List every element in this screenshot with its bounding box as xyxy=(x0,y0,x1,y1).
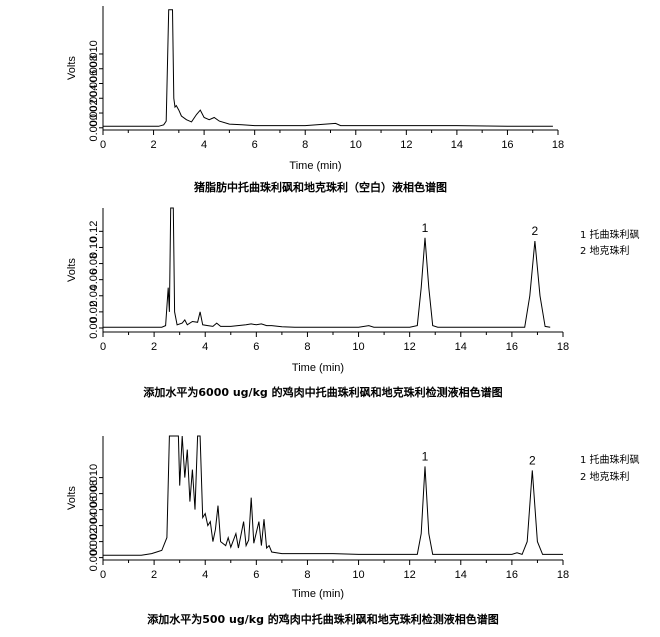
chromatogram-panel-2: 0 2 4 6 8 10 12 14 16 180.000.020.040.060.080.100… xyxy=(66,207,640,399)
x-tick-label: 10 xyxy=(352,569,364,581)
legend-entry: 1 托曲珠利砜 xyxy=(580,228,640,241)
y-tick-label: 0.010 xyxy=(88,464,100,492)
peak-label: 1 xyxy=(422,221,429,235)
chart-caption: 添加水平为6000 ug/kg 的鸡肉中托曲珠利砜和地克珠利检测液相色谱图 xyxy=(143,385,502,399)
x-tick-label: 12 xyxy=(400,139,412,151)
y-tick-label: 0.000 xyxy=(88,544,100,572)
peak-label: 2 xyxy=(529,453,536,467)
y-axis-label: Volts xyxy=(66,486,78,510)
y-tick-label: 0.08 xyxy=(88,253,100,274)
y-tick-label: 0.008 xyxy=(88,55,100,83)
y-tick-label: 0.004 xyxy=(88,512,100,540)
legend-entry: 2 地克珠利 xyxy=(580,244,630,257)
y-tick-label: 0.006 xyxy=(88,496,100,524)
y-tick-label: 0.002 xyxy=(88,528,100,556)
x-tick-label: 12 xyxy=(404,569,416,581)
y-tick-label: 0.002 xyxy=(88,99,100,127)
x-tick-label: 12 xyxy=(404,341,416,353)
y-tick-label: 0.12 xyxy=(88,221,100,242)
x-tick-label: 8 xyxy=(304,569,310,581)
chart-caption: 添加水平为500 ug/kg 的鸡肉中托曲珠利砜和地克珠利检测液相色谱图 xyxy=(147,612,499,626)
x-tick-label: 8 xyxy=(302,139,308,151)
chart-caption: 猪脂肪中托曲珠利砜和地克珠利（空白）液相色谱图 xyxy=(193,180,447,194)
x-tick-label: 6 xyxy=(253,341,259,353)
legend-entry: 2 地克珠利 xyxy=(580,470,630,483)
x-tick-label: 14 xyxy=(451,139,463,151)
x-tick-label: 4 xyxy=(202,569,208,581)
x-tick-label: 14 xyxy=(455,341,467,353)
y-tick-label: 0.008 xyxy=(88,480,100,508)
legend-entry: 1 托曲珠利砜 xyxy=(580,453,640,466)
y-tick-label: 0.00 xyxy=(88,317,100,338)
x-tick-label: 16 xyxy=(501,139,513,151)
y-tick-label: 0.06 xyxy=(88,269,100,290)
y-tick-label: 0.004 xyxy=(88,84,100,112)
x-tick-label: 10 xyxy=(352,341,364,353)
x-tick-label: 0 xyxy=(100,139,106,151)
x-axis-label: Time (min) xyxy=(292,362,344,374)
x-tick-label: 2 xyxy=(151,341,157,353)
x-tick-label: 4 xyxy=(201,139,207,151)
x-tick-label: 10 xyxy=(350,139,362,151)
chromatogram-trace xyxy=(103,9,553,127)
y-tick-label: 0.010 xyxy=(88,40,100,68)
chromatogram-trace xyxy=(103,207,551,328)
x-tick-label: 0 xyxy=(100,341,106,353)
x-tick-label: 2 xyxy=(150,139,156,151)
x-tick-label: 8 xyxy=(304,341,310,353)
y-axis-label: Volts xyxy=(66,56,78,80)
y-tick-label: 0.04 xyxy=(88,285,100,306)
x-tick-label: 6 xyxy=(252,139,258,151)
x-tick-label: 4 xyxy=(202,341,208,353)
y-tick-label: 0.006 xyxy=(88,70,100,98)
x-axis-label: Time (min) xyxy=(292,588,344,600)
chromatogram-trace xyxy=(103,435,563,556)
x-tick-label: 0 xyxy=(100,569,106,581)
peak-label: 2 xyxy=(532,224,539,238)
chromatogram-panel-1: 0 2 4 6 8 10 12 14 16 18 0.0000.0020.0040.0060.008… xyxy=(66,6,564,194)
x-tick-label: 18 xyxy=(552,139,564,151)
x-tick-label: 18 xyxy=(557,569,569,581)
y-tick-label: 0.02 xyxy=(88,301,100,322)
y-tick-label: 0.000 xyxy=(88,114,100,142)
peak-label: 1 xyxy=(422,449,429,463)
x-tick-label: 16 xyxy=(506,341,518,353)
x-axis-label: Time (min) xyxy=(289,160,341,172)
x-tick-label: 14 xyxy=(455,569,467,581)
chromatogram-panel-3: 0 2 4 6 8 10 12 14 16 180.0000.0020.0040.0060.008… xyxy=(66,435,640,626)
x-tick-label: 18 xyxy=(557,341,569,353)
x-tick-label: 2 xyxy=(151,569,157,581)
y-tick-label: 0.10 xyxy=(88,237,100,258)
x-tick-label: 6 xyxy=(253,569,259,581)
y-axis-label: Volts xyxy=(66,258,78,282)
x-tick-label: 16 xyxy=(506,569,518,581)
